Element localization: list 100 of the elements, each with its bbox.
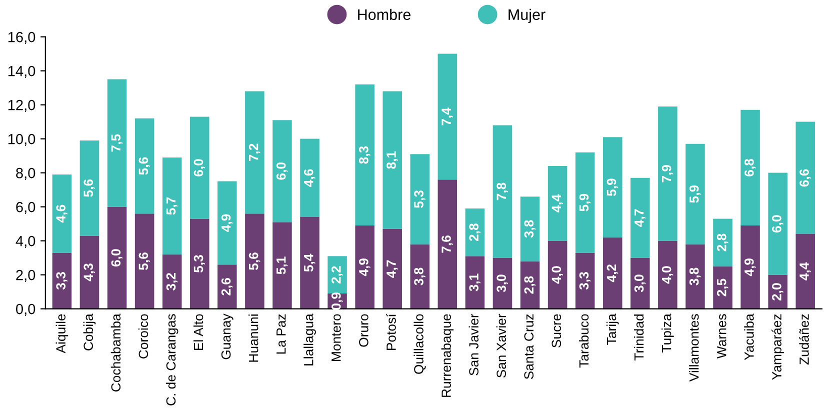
x-tick-label: Huanuni bbox=[248, 314, 258, 362]
bar bbox=[602, 137, 622, 238]
bar bbox=[492, 125, 512, 258]
bar bbox=[52, 174, 72, 253]
bar bbox=[134, 118, 154, 214]
bar bbox=[740, 110, 760, 226]
bar bbox=[713, 266, 732, 309]
data-label: 5,9 bbox=[689, 185, 701, 203]
data-label: 5,1 bbox=[276, 256, 288, 274]
data-label: 4,6 bbox=[56, 204, 68, 223]
data-label: 6,0 bbox=[276, 162, 288, 180]
bar bbox=[382, 228, 402, 309]
bar bbox=[300, 138, 320, 217]
y-tick-label: 14,0 bbox=[8, 66, 36, 78]
data-label: 2,8 bbox=[524, 276, 536, 294]
data-label: 6,0 bbox=[772, 215, 784, 232]
bar bbox=[245, 214, 264, 309]
bar bbox=[796, 234, 815, 309]
data-label: 5,3 bbox=[194, 255, 206, 273]
x-tick-label: Aiquile bbox=[56, 314, 68, 354]
data-label: 4,9 bbox=[744, 258, 756, 276]
data-label: 2,0 bbox=[772, 283, 784, 301]
x-tick-label: Sucre bbox=[552, 314, 562, 348]
x-tick-label: Yamparáez bbox=[772, 314, 784, 380]
y-tick-label: 0,0 bbox=[16, 304, 36, 316]
y-tick-label: 6,0 bbox=[16, 202, 36, 214]
data-label: 2,6 bbox=[221, 278, 233, 296]
y-tick-label: 10,0 bbox=[8, 134, 36, 146]
data-label: 4,4 bbox=[800, 262, 811, 280]
bar bbox=[465, 208, 485, 256]
bar bbox=[80, 236, 100, 309]
bar bbox=[190, 116, 210, 219]
data-label: 8,3 bbox=[359, 146, 370, 164]
bar bbox=[272, 120, 292, 222]
data-label: 5,4 bbox=[304, 254, 316, 272]
x-tick-label: Tarija bbox=[606, 314, 619, 345]
bar bbox=[520, 196, 540, 262]
x-tick-label: Quillacollo bbox=[414, 314, 426, 374]
data-label: 2,5 bbox=[716, 278, 728, 296]
data-label: 4,4 bbox=[552, 194, 564, 212]
data-label: 2,8 bbox=[469, 224, 480, 242]
bar bbox=[382, 91, 402, 229]
data-label: 7,9 bbox=[662, 164, 674, 182]
data-label: 4,2 bbox=[606, 264, 618, 282]
bar bbox=[218, 264, 237, 309]
y-tick-label: 4,0 bbox=[16, 236, 36, 248]
data-label: 7,4 bbox=[442, 108, 453, 126]
bar bbox=[438, 54, 458, 180]
bar bbox=[190, 218, 210, 309]
x-tick-label: Trinidad bbox=[634, 314, 644, 361]
bar bbox=[658, 240, 678, 309]
bar bbox=[575, 252, 595, 309]
bar bbox=[796, 122, 815, 234]
data-label: 7,5 bbox=[111, 134, 122, 152]
x-tick-label: Tarabuco bbox=[578, 314, 589, 368]
bar bbox=[602, 237, 622, 309]
legend-label: Mujer bbox=[508, 8, 546, 24]
bar bbox=[465, 256, 485, 309]
x-tick-label: Llallagua bbox=[304, 314, 316, 366]
data-label: 5,7 bbox=[166, 197, 178, 215]
y-tick-label: 16,0 bbox=[8, 32, 36, 44]
x-tick-label: Potosí bbox=[386, 314, 396, 350]
data-label: 6,0 bbox=[194, 159, 206, 176]
data-label: 7,6 bbox=[442, 236, 453, 253]
bar bbox=[768, 172, 788, 275]
x-tick-label: Cobija bbox=[83, 314, 96, 350]
x-tick-label: El Alto bbox=[193, 314, 204, 350]
bar bbox=[713, 218, 732, 266]
x-tick-label: San Xavier bbox=[496, 314, 506, 378]
x-tick-label: San Javier bbox=[468, 314, 478, 376]
bar bbox=[52, 252, 72, 309]
x-tick-label: Warnes bbox=[717, 314, 726, 359]
bar bbox=[548, 240, 568, 309]
x-tick-label: Yacuiba bbox=[744, 314, 754, 360]
bar bbox=[686, 144, 705, 244]
bar bbox=[492, 258, 512, 309]
data-label: 4,0 bbox=[552, 266, 564, 284]
bar bbox=[162, 254, 182, 309]
bar bbox=[410, 154, 430, 244]
legend-label: Hombre bbox=[358, 8, 410, 20]
data-label: 3,2 bbox=[166, 272, 178, 290]
data-label: 3,0 bbox=[496, 274, 508, 292]
data-label: 3,0 bbox=[634, 274, 646, 292]
x-tick-label: Oruro bbox=[359, 314, 368, 347]
data-label: 6,6 bbox=[800, 169, 811, 187]
data-label: 4,9 bbox=[221, 214, 233, 232]
bar bbox=[658, 106, 678, 241]
data-label: 5,9 bbox=[579, 194, 591, 212]
x-tick-label: Montero bbox=[332, 314, 341, 361]
bar bbox=[134, 214, 154, 309]
data-label: 4,9 bbox=[359, 258, 370, 276]
bar bbox=[218, 181, 237, 265]
data-label: 4,0 bbox=[662, 266, 674, 284]
data-label: 7,2 bbox=[248, 144, 260, 162]
bar bbox=[548, 166, 568, 241]
data-label: 5,3 bbox=[414, 190, 426, 208]
data-label: 6,0 bbox=[111, 249, 122, 266]
data-label: 5,6 bbox=[138, 252, 150, 270]
x-tick-label: Coroico bbox=[138, 314, 148, 358]
bar bbox=[575, 152, 595, 253]
